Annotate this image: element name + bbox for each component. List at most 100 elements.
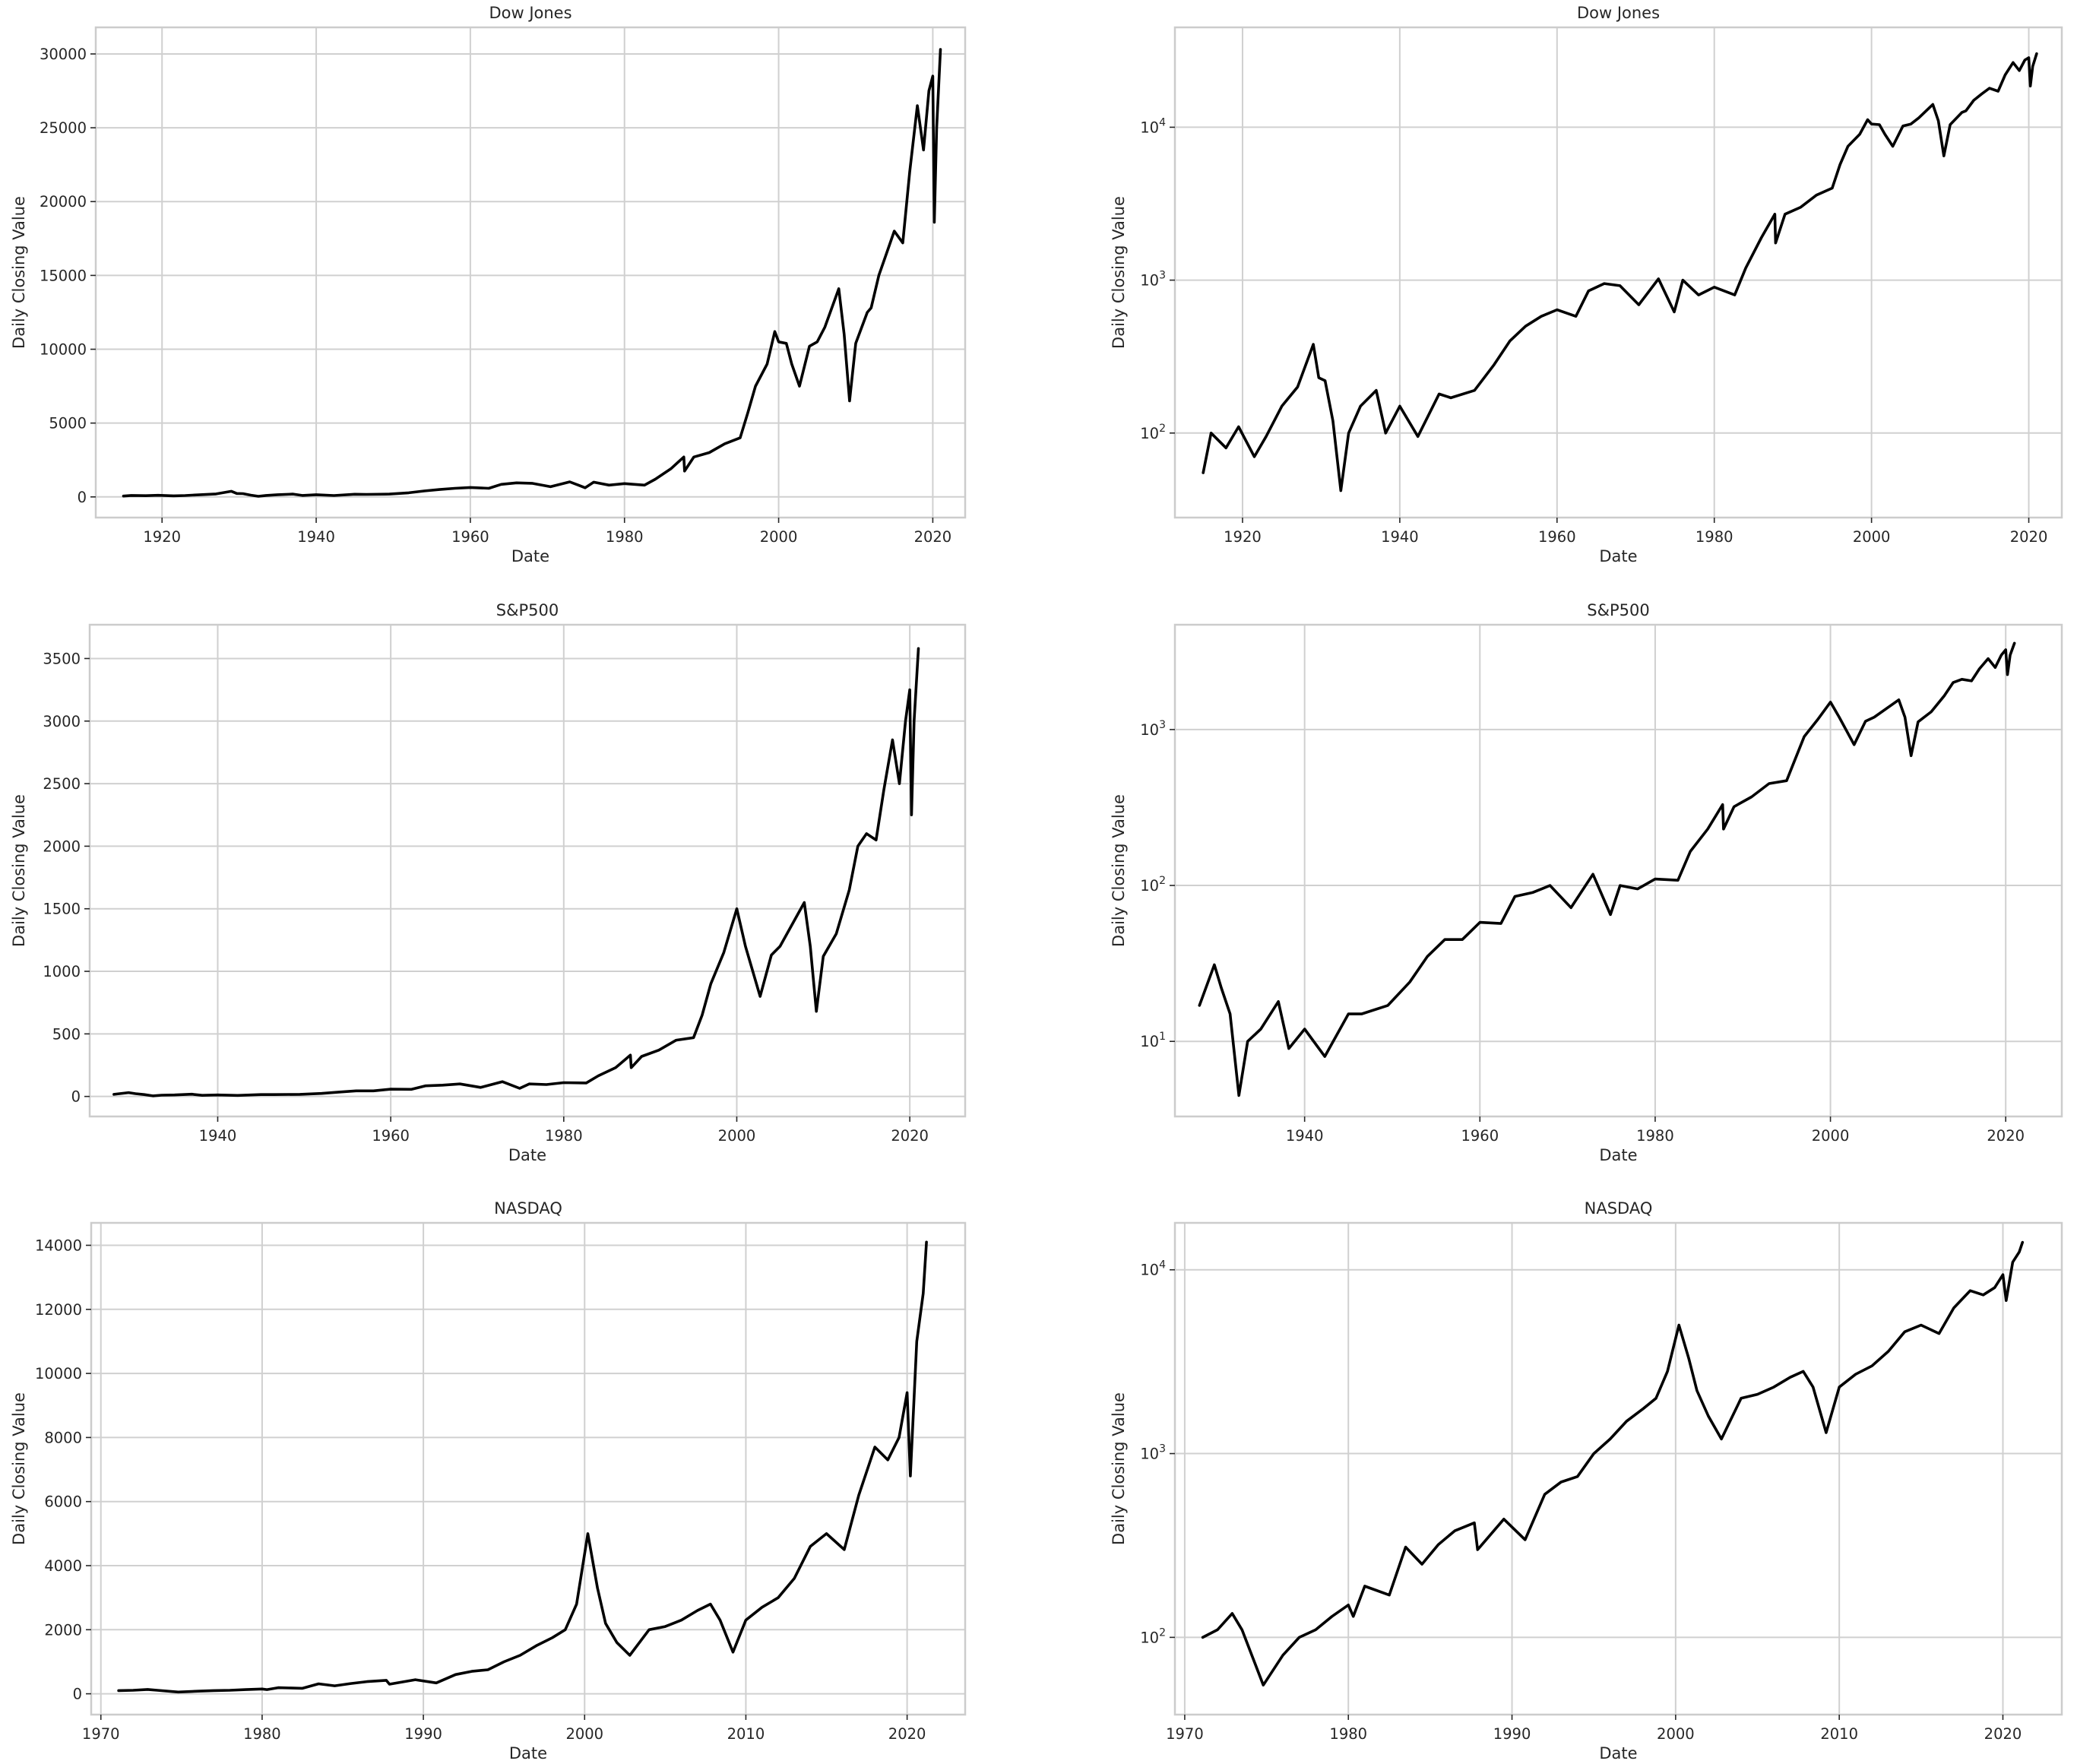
y-tick-base: 10: [1140, 721, 1159, 739]
chart-title: S&P500: [496, 601, 559, 619]
plot-frame: [94, 26, 967, 519]
y-tick-base: 10: [1140, 119, 1159, 136]
y-axis-label: Daily Closing Value: [10, 196, 28, 349]
y-tick-exponent: 2: [1159, 1626, 1166, 1639]
y-axis-label: Daily Closing Value: [10, 794, 28, 947]
y-tick-label: 0: [78, 489, 87, 506]
y-tick-label: 102: [1140, 423, 1166, 442]
y-tick-label: 20000: [40, 193, 87, 211]
series-line: [1202, 52, 2038, 492]
chart-title: Dow Jones: [1577, 4, 1660, 22]
y-tick-label: 30000: [40, 46, 87, 63]
x-tick-label: 2000: [1853, 528, 1891, 546]
y-tick-label: 103: [1140, 270, 1166, 290]
x-tick-label: 2010: [727, 1725, 765, 1743]
x-tick-label: 1920: [1224, 528, 1262, 546]
series-line: [117, 1240, 928, 1694]
y-tick-label: 104: [1140, 1259, 1166, 1279]
x-tick-label: 1980: [1695, 528, 1733, 546]
y-axis-label: Daily Closing Value: [1110, 1392, 1128, 1545]
chart-panel-1: 1920 1940 1960 1980 2000 2020 0 5000 10000 15000 2…: [10, 4, 967, 565]
chart-panel-5: 1970 1980 1990 2000 2010 2020 0 2000 4000 6000 800…: [10, 1199, 967, 1762]
y-tick-label: 8000: [44, 1429, 82, 1446]
y-tick-base: 10: [1140, 272, 1159, 290]
y-tick-label: 101: [1140, 1031, 1166, 1050]
y-tick-exponent: 3: [1159, 270, 1166, 282]
y-axis-label: Daily Closing Value: [1110, 196, 1128, 349]
y-tick-label: 2500: [43, 775, 81, 793]
y-tick-label: 2000: [44, 1621, 82, 1639]
x-tick-label: 2000: [1657, 1725, 1695, 1743]
x-tick-label: 1970: [1166, 1725, 1204, 1743]
y-tick-label: 104: [1140, 116, 1166, 136]
x-axis-label: Date: [1599, 1744, 1637, 1762]
x-tick-label: 2000: [718, 1127, 756, 1145]
y-tick-base: 10: [1140, 1033, 1159, 1050]
y-tick-label: 6000: [44, 1493, 82, 1511]
x-axis-label: Date: [1599, 1146, 1637, 1164]
series-line: [112, 647, 920, 1097]
series-line: [1201, 1240, 2025, 1686]
y-tick-base: 10: [1140, 1629, 1159, 1646]
x-tick-label: 2010: [1820, 1725, 1858, 1743]
y-tick-label: 500: [52, 1025, 81, 1043]
x-tick-label: 2020: [891, 1127, 929, 1145]
x-tick-label: 2000: [760, 528, 798, 546]
y-tick-label: 14000: [35, 1237, 82, 1255]
y-tick-exponent: 2: [1159, 875, 1166, 887]
y-tick-base: 10: [1140, 877, 1159, 895]
y-tick-label: 12000: [35, 1301, 82, 1319]
x-tick-label: 1940: [1381, 528, 1419, 546]
x-tick-label: 1970: [82, 1725, 120, 1743]
y-tick-exponent: 3: [1159, 719, 1166, 731]
y-tick-label: 10000: [35, 1365, 82, 1382]
x-tick-label: 2020: [1984, 1725, 2022, 1743]
y-tick-base: 10: [1140, 1262, 1159, 1279]
chart-title: Dow Jones: [489, 4, 571, 22]
x-tick-label: 2000: [1812, 1127, 1850, 1145]
y-tick-base: 10: [1140, 425, 1159, 442]
chart-title: NASDAQ: [1585, 1199, 1653, 1218]
x-tick-label: 1960: [372, 1127, 410, 1145]
y-tick-label: 0: [73, 1686, 82, 1703]
chart-title: S&P500: [1587, 601, 1649, 619]
plot-frame: [90, 1221, 967, 1716]
y-tick-label: 5000: [49, 415, 87, 432]
y-tick-exponent: 4: [1159, 1259, 1166, 1272]
x-tick-label: 2020: [914, 528, 952, 546]
x-tick-label: 1980: [243, 1725, 281, 1743]
x-tick-label: 2020: [888, 1725, 926, 1743]
y-tick-label: 4000: [44, 1557, 82, 1575]
x-tick-label: 1920: [143, 528, 181, 546]
x-tick-label: 1940: [1286, 1127, 1324, 1145]
x-tick-label: 2000: [565, 1725, 603, 1743]
x-tick-label: 1990: [1493, 1725, 1531, 1743]
y-tick-exponent: 2: [1159, 423, 1166, 435]
plot-frame: [1173, 26, 2063, 519]
y-tick-label: 1500: [43, 901, 81, 918]
y-tick-label: 102: [1140, 1626, 1166, 1646]
y-tick-exponent: 3: [1159, 1443, 1166, 1455]
y-tick-label: 25000: [40, 119, 87, 137]
x-axis-label: Date: [511, 547, 549, 565]
y-tick-label: 10000: [40, 341, 87, 359]
series-line: [1198, 641, 2016, 1097]
y-axis-label: Daily Closing Value: [1110, 794, 1128, 947]
x-tick-label: 1960: [1461, 1127, 1499, 1145]
chart-panel-6: 1970 1980 1990 2000 2010 2020102103104NASDAQD…: [1110, 1199, 2063, 1762]
y-axis-label: Daily Closing Value: [10, 1392, 28, 1545]
x-axis-label: Date: [1599, 547, 1637, 565]
plot-frame: [88, 623, 967, 1118]
y-tick-label: 3500: [43, 650, 81, 667]
y-tick-label: 0: [71, 1088, 81, 1106]
chart-panel-3: 1940 1960 1980 2000 2020 0 500 1000 1500 2000 2500…: [10, 601, 967, 1164]
plot-frame: [1173, 1221, 2063, 1716]
x-tick-label: 1980: [1636, 1127, 1674, 1145]
y-tick-label: 2000: [43, 838, 81, 855]
series-line: [122, 48, 942, 498]
x-tick-label: 1960: [451, 528, 489, 546]
x-tick-label: 2020: [1987, 1127, 2025, 1145]
y-tick-label: 103: [1140, 1443, 1166, 1463]
y-tick-label: 102: [1140, 875, 1166, 895]
